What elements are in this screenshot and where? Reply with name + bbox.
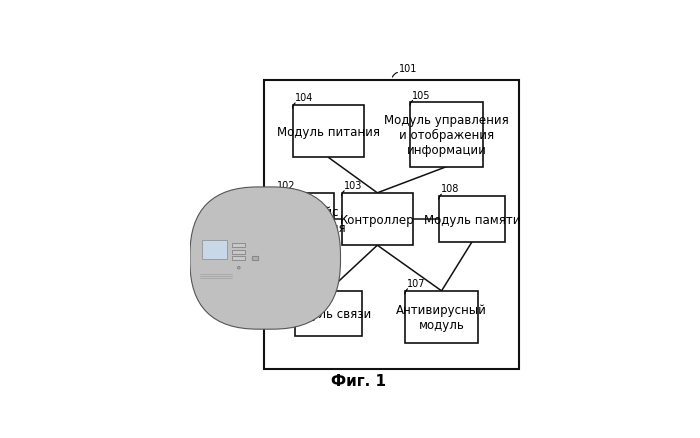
FancyBboxPatch shape (190, 187, 340, 329)
Bar (264, 81, 519, 370)
Text: 109: 109 (209, 227, 227, 237)
Text: 102: 102 (276, 181, 295, 191)
Bar (202, 240, 228, 259)
Text: Фиг. 1: Фиг. 1 (331, 373, 386, 388)
Bar (232, 257, 245, 261)
Text: Антивирусный
модуль: Антивирусный модуль (396, 304, 487, 331)
Bar (295, 291, 362, 337)
Bar (231, 241, 246, 272)
Text: Контроллер: Контроллер (340, 213, 414, 226)
Text: Модуль питания: Модуль питания (276, 125, 380, 138)
Bar (252, 257, 258, 260)
Text: 106: 106 (296, 279, 314, 289)
Text: Модуль памяти: Модуль памяти (424, 213, 520, 226)
Text: Модуль связи: Модуль связи (286, 307, 371, 321)
Text: 101: 101 (398, 64, 416, 74)
Bar (405, 291, 478, 343)
Bar (232, 250, 245, 254)
Text: 108: 108 (441, 184, 459, 194)
Bar (200, 239, 229, 263)
Bar (342, 193, 413, 246)
Bar (439, 197, 505, 242)
Bar (198, 272, 233, 280)
Text: 107: 107 (407, 279, 426, 289)
Circle shape (237, 267, 240, 269)
Text: 104: 104 (295, 93, 313, 103)
Bar (410, 103, 483, 167)
Bar (293, 106, 364, 158)
Bar (275, 193, 334, 246)
Bar (232, 244, 245, 247)
Text: 103: 103 (344, 181, 362, 191)
Text: 105: 105 (412, 91, 430, 100)
Text: Модуль управления
и отображения
информации: Модуль управления и отображения информац… (384, 114, 509, 157)
Text: Интерфейс
подключения: Интерфейс подключения (262, 205, 347, 233)
